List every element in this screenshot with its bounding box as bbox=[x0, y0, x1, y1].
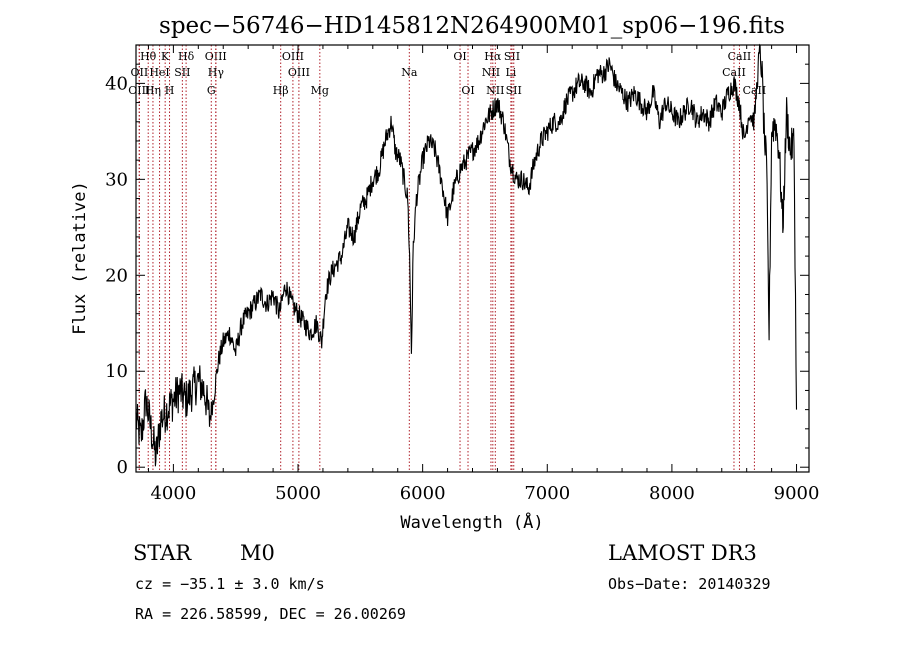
object-subclass: M0 bbox=[240, 541, 275, 565]
spectral-line-label: SII bbox=[506, 84, 522, 97]
object-class: STAR bbox=[133, 541, 192, 565]
spectral-line-label: OIII bbox=[282, 50, 304, 63]
spectrum-series-line bbox=[135, 43, 798, 467]
spectral-line-label: NII bbox=[486, 84, 504, 97]
spectral-line-label: K bbox=[161, 50, 170, 63]
spectral-line-label: Hη bbox=[145, 84, 161, 97]
x-tick-label: 8000 bbox=[649, 483, 695, 504]
spectral-line-label: Hα bbox=[484, 50, 502, 63]
y-axis-label: Flux (relative) bbox=[70, 181, 90, 335]
spectral-line-label: CaII bbox=[722, 66, 746, 79]
spectral-line-label: G bbox=[207, 84, 216, 97]
observation-date: Obs−Date: 20140329 bbox=[608, 575, 771, 593]
spectral-line-label: OIII bbox=[288, 66, 310, 79]
spectral-line-label: H bbox=[165, 84, 175, 97]
spectral-line-label: OIII bbox=[128, 84, 150, 97]
spectral-line-label: Hθ bbox=[140, 50, 157, 63]
spectral-line-label: OI bbox=[461, 84, 474, 97]
spectral-line-label: SII bbox=[504, 50, 520, 63]
spectral-line-label: Hγ bbox=[208, 66, 225, 79]
y-tick-label: 30 bbox=[105, 169, 128, 190]
spectral-line-label: Na bbox=[401, 66, 418, 79]
spectral-line-label: CaII bbox=[728, 50, 752, 63]
y-tick-label: 10 bbox=[105, 361, 128, 382]
redshift-cz: cz = −35.1 ± 3.0 km/s bbox=[135, 575, 325, 593]
spectral-line-label: OI bbox=[453, 50, 466, 63]
spectral-line-label: Hβ bbox=[273, 84, 289, 97]
spectral-line-label: OII bbox=[131, 66, 149, 79]
spectral-line-label: Mg bbox=[311, 84, 329, 97]
spectral-line-label: NII bbox=[482, 66, 500, 79]
y-tick-label: 40 bbox=[105, 73, 128, 94]
axis-ticks: 4000 5000 6000 7000 8000 9000 0 10 20 30 40 bbox=[105, 44, 820, 504]
chart-title: spec−56746−HD145812N264900M01_sp06−196.f… bbox=[159, 13, 785, 39]
x-tick-label: 5000 bbox=[275, 483, 321, 504]
y-tick-label: 20 bbox=[105, 265, 128, 286]
spectral-line-label: HeI bbox=[149, 66, 169, 79]
y-tick-label: 0 bbox=[117, 457, 128, 478]
ra-dec-coordinates: RA = 226.58599, DEC = 26.00269 bbox=[135, 605, 406, 623]
spectral-line-label: Li bbox=[505, 66, 516, 79]
spectral-line-label: CaII bbox=[743, 84, 767, 97]
x-tick-label: 9000 bbox=[774, 483, 820, 504]
x-tick-label: 4000 bbox=[150, 483, 196, 504]
spectral-line-label: SII bbox=[174, 66, 190, 79]
plot-frame bbox=[135, 44, 810, 473]
x-axis-label: Wavelength (Å) bbox=[400, 511, 543, 533]
x-tick-label: 7000 bbox=[524, 483, 570, 504]
x-tick-label: 6000 bbox=[400, 483, 446, 504]
spectral-line-label: Hδ bbox=[178, 50, 195, 63]
survey-name: LAMOST DR3 bbox=[608, 541, 757, 565]
